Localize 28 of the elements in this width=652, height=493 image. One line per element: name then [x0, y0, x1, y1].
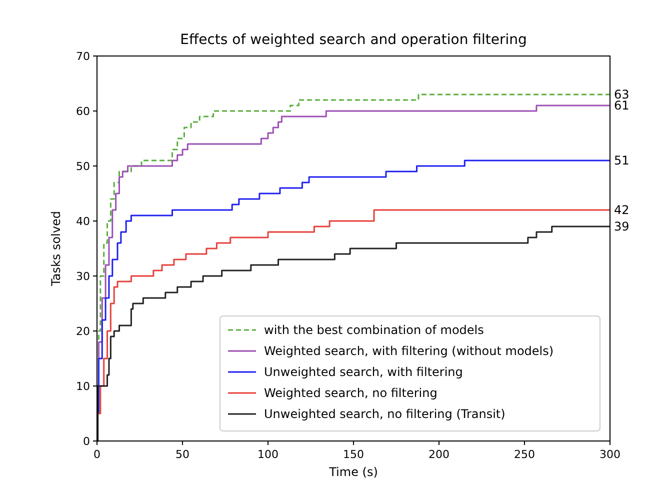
x-tick-label: 250 — [514, 448, 535, 461]
legend-label: with the best combination of models — [264, 323, 484, 337]
data-label: 39 — [614, 220, 630, 234]
y-tick-label: 60 — [76, 105, 90, 118]
y-tick-label: 50 — [76, 160, 90, 173]
y-tick-label: 10 — [76, 380, 90, 393]
legend-label: Weighted search, no filtering — [264, 386, 438, 400]
y-tick-label: 40 — [76, 215, 90, 228]
x-tick-label: 200 — [428, 448, 450, 461]
legend-label: Unweighted search, no filtering (Transit) — [264, 407, 506, 421]
chart-title: Effects of weighted search and operation filtering — [180, 32, 527, 48]
x-tick-label: 300 — [600, 448, 620, 461]
data-label: 63 — [614, 88, 630, 102]
legend-label: Weighted search, with filtering (without models) — [264, 344, 554, 358]
y-tick-label: 30 — [76, 270, 90, 283]
data-label: 61 — [614, 98, 630, 112]
y-tick-label: 70 — [76, 50, 90, 63]
legend-label: Unweighted search, with filtering — [264, 365, 463, 379]
x-tick-label: 150 — [343, 448, 364, 461]
x-axis-title: Time (s) — [328, 465, 378, 479]
x-tick-label: 100 — [258, 448, 278, 461]
y-tick-label: 20 — [76, 325, 90, 338]
y-tick-label: 0 — [83, 435, 90, 448]
data-label: 51 — [614, 154, 630, 168]
y-axis-title: Tasks solved — [49, 211, 63, 287]
x-tick-label: 50 — [176, 448, 190, 461]
x-tick-label: 0 — [94, 448, 100, 461]
data-label: 42 — [614, 203, 630, 217]
